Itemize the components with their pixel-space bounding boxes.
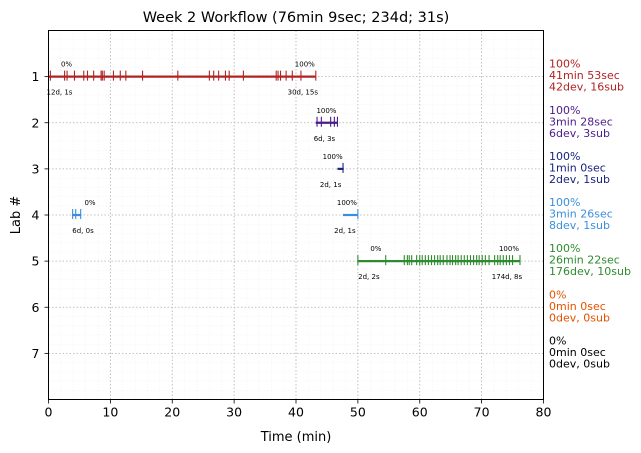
lab-1-end-counts: 30d, 15s	[288, 89, 319, 97]
lab-4-summary-line: 3min 26sec	[549, 208, 613, 221]
x-tick-label: 80	[536, 405, 552, 420]
lab-1-summary-line: 100%	[549, 58, 580, 71]
lab-3-end-percent: 100%	[323, 153, 343, 161]
y-tick-label: 3	[32, 161, 40, 176]
lab-6-summary-line: 0min 0sec	[549, 300, 606, 313]
lab-1-start-counts: 12d, 1s	[47, 89, 73, 97]
lab-4-end-counts: 2d, 1s	[334, 227, 356, 235]
lab-1-summary-line: 41min 53sec	[549, 69, 620, 82]
lab-4-end-percent: 100%	[337, 199, 357, 207]
axis-ticks: 0 10 20 30 40 50 60 70 80 1 2 3 4 5 6 7	[32, 69, 552, 419]
lab-3-end-counts: 2d, 1s	[320, 181, 342, 189]
lab-4-summary-line: 8dev, 1sub	[549, 219, 610, 232]
lab-2-summary-line: 6dev, 3sub	[549, 127, 610, 140]
y-tick-label: 7	[32, 346, 40, 361]
lab-1-summary-line: 42dev, 16sub	[549, 81, 624, 94]
lab-3-summary-line: 1min 0sec	[549, 161, 606, 174]
lab-5-end-counts: 174d, 8s	[492, 273, 523, 281]
lab-5-start-percent: 0%	[370, 245, 381, 253]
lab-7-summary-line: 0dev, 0sub	[549, 357, 610, 370]
lab-4-start-counts: 6d, 0s	[72, 227, 94, 235]
x-tick-label: 50	[350, 405, 366, 420]
lab-7-summary-line: 0min 0sec	[549, 346, 606, 359]
x-tick-label: 20	[164, 405, 180, 420]
x-tick-label: 40	[288, 405, 304, 420]
lab-6-summary-line: 0%	[549, 288, 566, 301]
lab-2-end-counts: 6d, 3s	[314, 135, 336, 143]
y-tick-label: 2	[32, 115, 40, 130]
x-tick-label: 70	[474, 405, 490, 420]
lab-1-start-percent: 0%	[61, 61, 72, 69]
lab-4-start-percent: 0%	[84, 199, 95, 207]
lab-series: 0% 12d, 1s 100% 30d, 15s 100% 6d, 3s 100% 2d, 1…	[47, 61, 523, 282]
x-tick-label: 60	[412, 405, 428, 420]
lab-5-summary-line: 26min 22sec	[549, 254, 620, 267]
lab-2-end-percent: 100%	[316, 107, 336, 115]
y-axis-title: Lab #	[9, 196, 24, 235]
x-tick-label: 0	[45, 405, 53, 420]
x-tick-label: 30	[226, 405, 242, 420]
lab-2-summary-line: 100%	[549, 104, 580, 117]
y-tick-label: 6	[32, 300, 40, 315]
lab-3-summary-line: 2dev, 1sub	[549, 173, 610, 186]
lab-5-summary-line: 100%	[549, 242, 580, 255]
lab-5-end-percent: 100%	[499, 245, 519, 253]
lab-2-summary-line: 3min 28sec	[549, 115, 613, 128]
lab-4-summary-line: 100%	[549, 196, 580, 209]
lab-3-summary-line: 100%	[549, 150, 580, 163]
lab-7-summary-line: 0%	[549, 334, 566, 347]
x-tick-label: 10	[102, 405, 118, 420]
lab-5-start-counts: 2d, 2s	[358, 273, 380, 281]
lab-6-summary-line: 0dev, 0sub	[549, 311, 610, 324]
chart-title: Week 2 Workflow (76min 9sec; 234d; 31s)	[143, 10, 450, 26]
lab-5-summary-line: 176dev, 10sub	[549, 265, 631, 278]
y-tick-label: 4	[32, 208, 40, 223]
x-axis-title: Time (min)	[260, 430, 332, 445]
lab-1-end-percent: 100%	[295, 61, 315, 69]
y-tick-label: 1	[32, 69, 40, 84]
y-tick-label: 5	[32, 254, 40, 269]
